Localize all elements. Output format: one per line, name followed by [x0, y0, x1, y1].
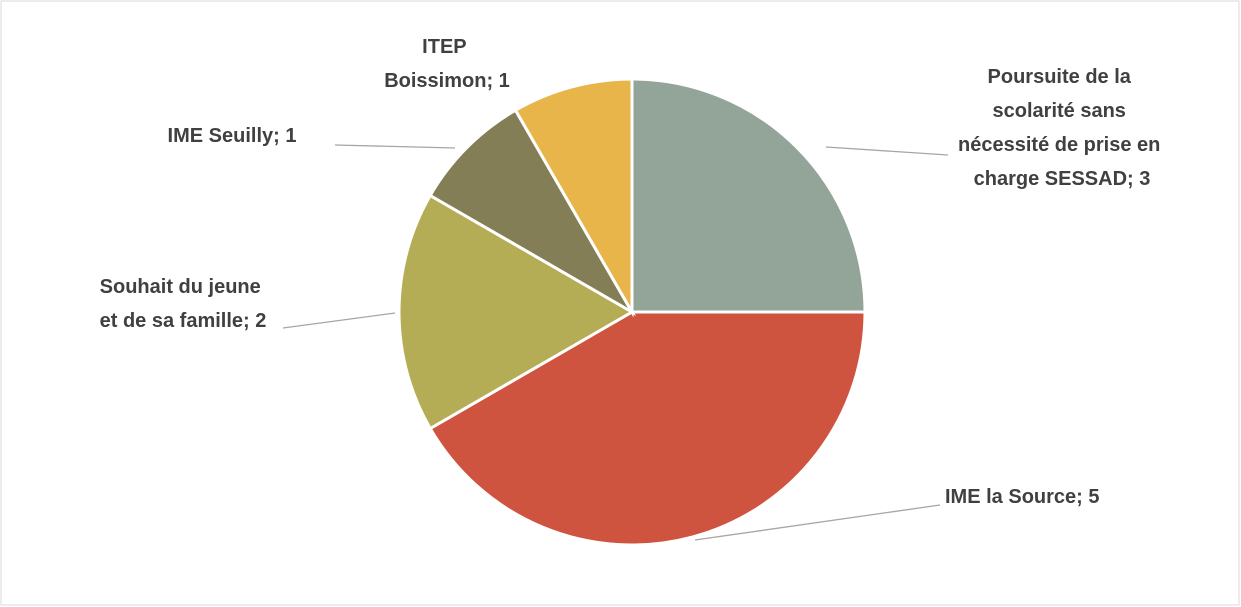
- label-line: scolarité sans: [993, 100, 1132, 122]
- label-line: Poursuite de la: [988, 66, 1137, 88]
- label-line: nécessité de prise en: [958, 134, 1166, 156]
- label-line: IME la Source; 5: [945, 486, 1100, 508]
- leader-line: [825, 146, 949, 156]
- label-line: Souhait du jeune: [100, 276, 267, 298]
- leader-line: [282, 312, 396, 329]
- label-line: IME Seuilly; 1: [168, 125, 297, 147]
- data-label: ITEP Boissimon; 1: [384, 36, 510, 92]
- data-label: Souhait du jeune et de sa famille; 2: [100, 276, 267, 332]
- data-label: IME la Source; 5: [945, 486, 1100, 508]
- pie-slice: [630, 77, 867, 314]
- label-line: ITEP: [422, 36, 472, 58]
- label-line: Boissimon; 1: [384, 70, 510, 92]
- pie-slice: [397, 193, 636, 431]
- leader-line: [694, 504, 941, 541]
- pie-slice: [513, 77, 634, 318]
- pie-slice: [428, 108, 637, 317]
- data-label: IME Seuilly; 1: [168, 125, 297, 147]
- pie-slice: [428, 310, 867, 547]
- label-line: et de sa famille; 2: [100, 310, 267, 332]
- leader-line: [334, 144, 456, 149]
- data-label: Poursuite de la scolarité sans nécessité…: [958, 66, 1166, 190]
- label-line: charge SESSAD; 3: [974, 168, 1151, 190]
